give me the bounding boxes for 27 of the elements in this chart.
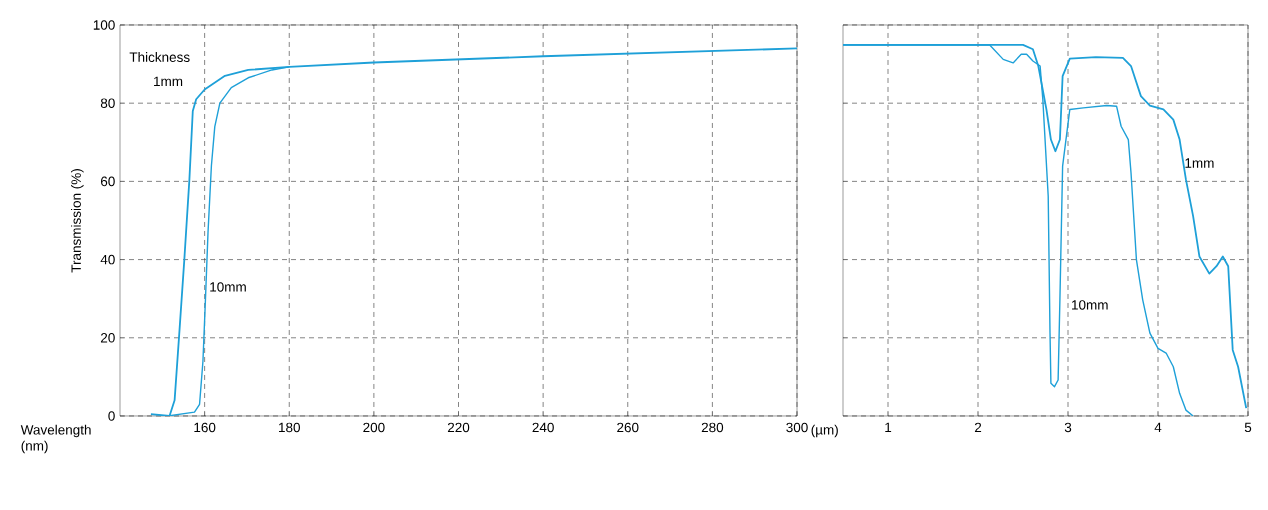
annotation: 10mm — [210, 282, 246, 292]
x-tick-label: 180 — [279, 422, 300, 433]
x-tick-label: 160 — [194, 422, 216, 433]
x-tick-label: 3 — [1064, 422, 1072, 433]
x-tick-label: 300 — [786, 422, 808, 433]
x-tick-label: 240 — [532, 422, 554, 433]
x-tick-label: 1 — [885, 422, 892, 432]
x-tick-label: 2 — [974, 422, 982, 433]
annotation: 10mm — [1072, 300, 1108, 310]
annotation: Thickness — [129, 52, 190, 62]
y-tick-label: 20 — [100, 333, 115, 343]
x-tick-label: 200 — [363, 422, 385, 433]
x-tick-label: 220 — [447, 422, 470, 433]
y-tick-label: 60 — [100, 176, 115, 187]
y-tick-label: 0 — [108, 411, 115, 421]
y-tick-label: 40 — [100, 254, 115, 265]
y-axis-title: Transmission (%) — [71, 169, 84, 273]
y-tick-label: 100 — [93, 20, 115, 30]
x-tick-label: 4 — [1154, 422, 1162, 432]
x-tick-label: 260 — [617, 422, 639, 433]
x-axis-title: Wavelength (nm) — [20, 424, 91, 454]
x-axis-title: (µm) — [811, 424, 838, 438]
y-tick-label: 80 — [100, 98, 115, 108]
x-tick-label: 280 — [701, 422, 724, 433]
annotation: 1mm — [154, 76, 183, 86]
x-tick-label: 5 — [1244, 422, 1252, 433]
annotation: 1mm — [1185, 158, 1214, 168]
